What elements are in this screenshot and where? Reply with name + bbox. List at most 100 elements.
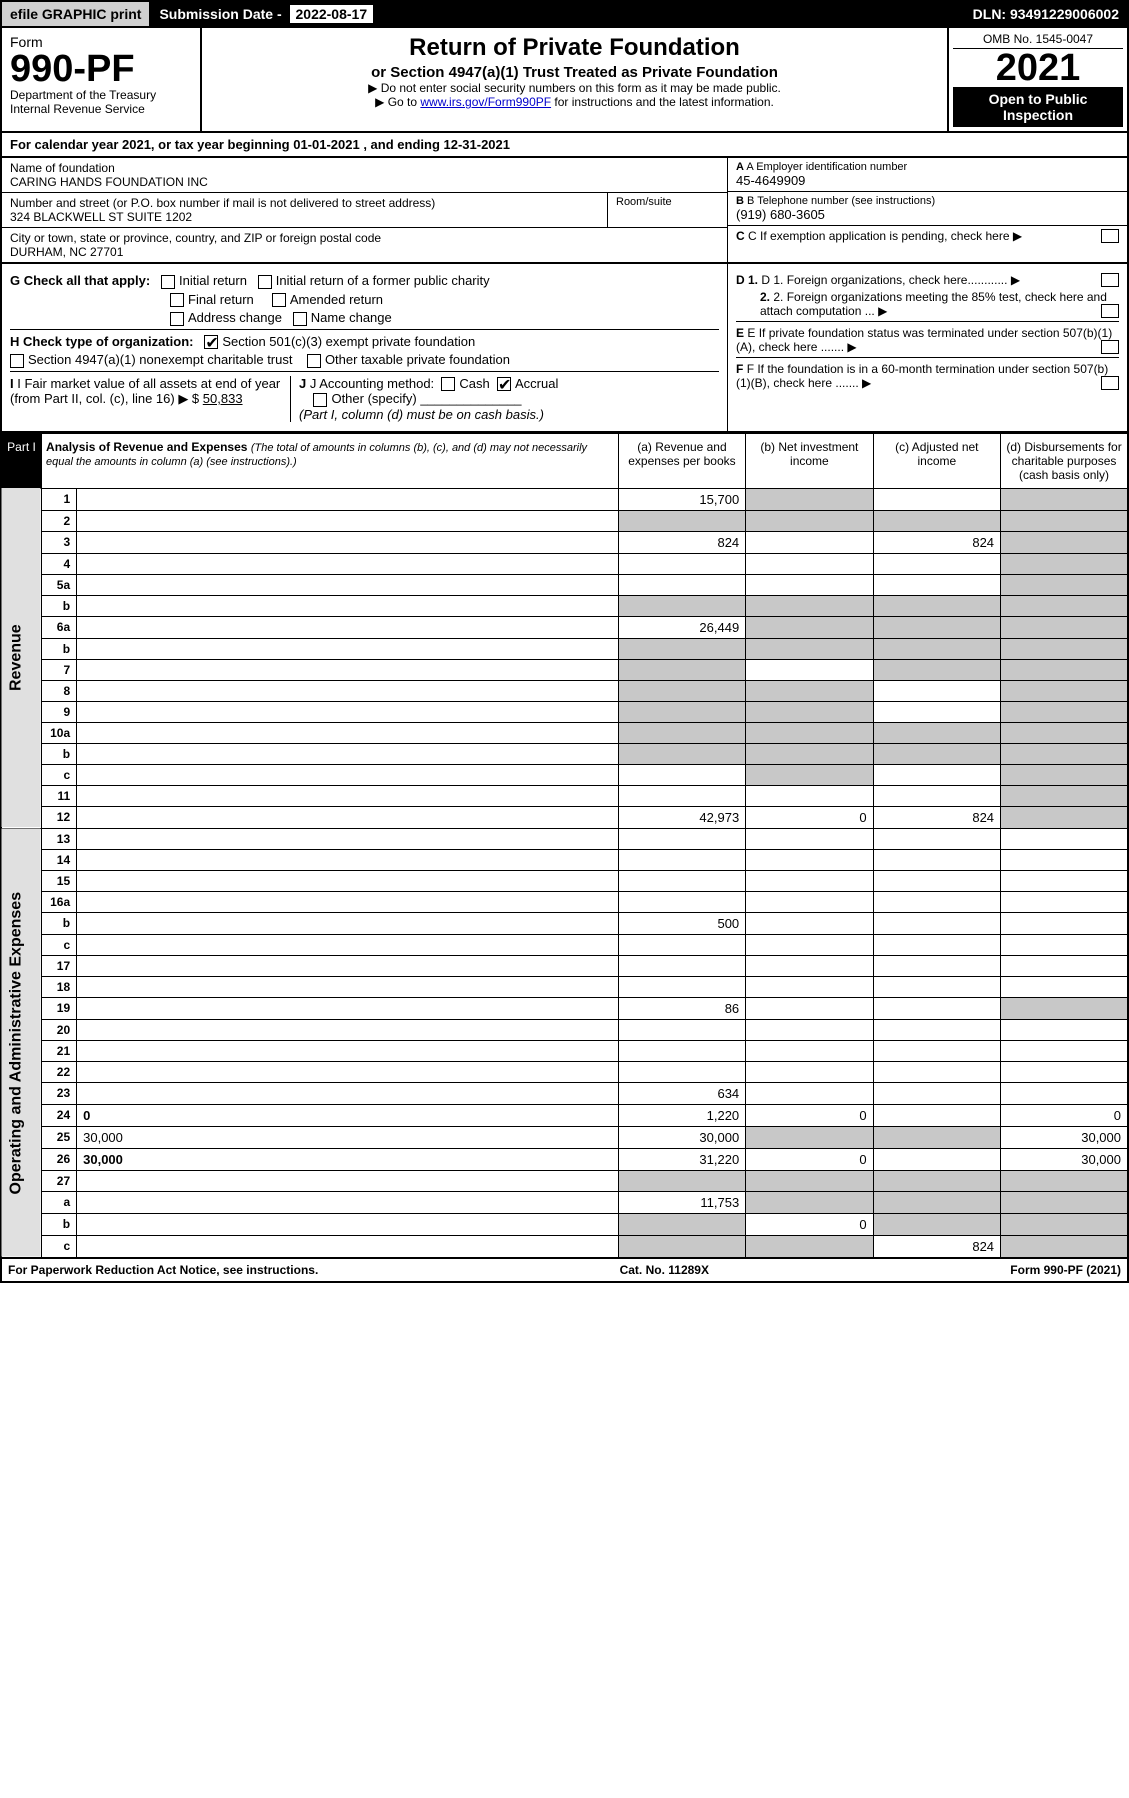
checkbox-cash[interactable] (441, 377, 455, 391)
h-label: H Check type of organization: (10, 334, 193, 349)
amount-cell (1001, 976, 1128, 997)
amount-cell: 1,220 (618, 1104, 745, 1126)
line-number: 3 (42, 531, 77, 553)
checkbox-other-taxable[interactable] (307, 354, 321, 368)
line-description (77, 934, 619, 955)
amount-cell (873, 616, 1000, 638)
checkbox-4947[interactable] (10, 354, 24, 368)
amount-cell (618, 891, 745, 912)
checkbox-amended[interactable] (272, 293, 286, 307)
amount-cell (746, 849, 873, 870)
line-description (77, 574, 619, 595)
amount-cell (746, 955, 873, 976)
table-row: 3824824 (1, 531, 1128, 553)
amount-cell (618, 785, 745, 806)
line-number: 22 (42, 1061, 77, 1082)
d2-label: 2. Foreign organizations meeting the 85%… (760, 290, 1107, 318)
amount-cell (1001, 1082, 1128, 1104)
checkbox-initial-former[interactable] (258, 275, 272, 289)
amount-cell (873, 553, 1000, 574)
table-row: c (1, 934, 1128, 955)
amount-cell (1001, 616, 1128, 638)
submission-label: Submission Date - (159, 6, 285, 22)
amount-cell (618, 976, 745, 997)
amount-cell (1001, 1019, 1128, 1040)
amount-cell (618, 510, 745, 531)
amount-cell (618, 1061, 745, 1082)
amount-cell (1001, 785, 1128, 806)
irs-link[interactable]: www.irs.gov/Form990PF (420, 95, 551, 109)
line-number: 23 (42, 1082, 77, 1104)
table-row: b0 (1, 1213, 1128, 1235)
amount-cell: 0 (746, 806, 873, 828)
amount-cell (618, 1170, 745, 1191)
line-number: 19 (42, 997, 77, 1019)
efile-button[interactable]: efile GRAPHIC print (2, 2, 151, 26)
amount-cell: 42,973 (618, 806, 745, 828)
table-row: Revenue115,700 (1, 488, 1128, 510)
amount-cell: 86 (618, 997, 745, 1019)
footer-paperwork: For Paperwork Reduction Act Notice, see … (8, 1263, 318, 1277)
checkbox-d2[interactable] (1101, 304, 1119, 318)
amount-cell (746, 976, 873, 997)
line-description (77, 1019, 619, 1040)
submission-date-value: 2022-08-17 (290, 5, 374, 23)
checkbox-501c3[interactable] (204, 335, 218, 349)
table-row: c824 (1, 1235, 1128, 1258)
checkbox-name-change[interactable] (293, 312, 307, 326)
amount-cell (873, 1191, 1000, 1213)
line-number: 20 (42, 1019, 77, 1040)
instruction-1: ▶ Do not enter social security numbers o… (210, 81, 939, 95)
amount-cell (873, 1082, 1000, 1104)
amount-cell (746, 912, 873, 934)
checkbox-address-change[interactable] (170, 312, 184, 326)
table-row: b (1, 595, 1128, 616)
amount-cell (618, 934, 745, 955)
amount-cell (1001, 912, 1128, 934)
checkbox-e[interactable] (1101, 340, 1119, 354)
dln: DLN: 93491229006002 (965, 2, 1127, 26)
amount-cell (746, 785, 873, 806)
line-description (77, 1191, 619, 1213)
amount-cell (618, 701, 745, 722)
f-label: F If the foundation is in a 60-month ter… (736, 362, 1108, 390)
checkbox-initial-return[interactable] (161, 275, 175, 289)
line-number: 12 (42, 806, 77, 828)
amount-cell (746, 997, 873, 1019)
amount-cell (746, 1019, 873, 1040)
table-row: 2 (1, 510, 1128, 531)
amount-cell (1001, 1235, 1128, 1258)
amount-cell (746, 743, 873, 764)
checkbox-f[interactable] (1101, 376, 1119, 390)
amount-cell (746, 722, 873, 743)
table-row: a11,753 (1, 1191, 1128, 1213)
checkbox-final-return[interactable] (170, 293, 184, 307)
checkbox-c[interactable] (1101, 229, 1119, 243)
amount-cell (873, 574, 1000, 595)
amount-cell (873, 743, 1000, 764)
checkbox-other-method[interactable] (313, 393, 327, 407)
amount-cell (873, 891, 1000, 912)
part1-tag: Part I (1, 433, 42, 488)
amount-cell: 824 (873, 531, 1000, 553)
part1-title: Analysis of Revenue and Expenses (46, 440, 247, 454)
checkbox-d1[interactable] (1101, 273, 1119, 287)
col-b-header: (b) Net investment income (746, 433, 873, 488)
amount-cell (1001, 488, 1128, 510)
amount-cell (873, 976, 1000, 997)
amount-cell (873, 934, 1000, 955)
amount-cell (1001, 891, 1128, 912)
amount-cell (1001, 934, 1128, 955)
checkbox-accrual[interactable] (497, 377, 511, 391)
table-row: 4 (1, 553, 1128, 574)
amount-cell (1001, 1191, 1128, 1213)
amount-cell (873, 701, 1000, 722)
amount-cell (746, 1170, 873, 1191)
name-label: Name of foundation (10, 161, 719, 175)
d1-label: D 1. Foreign organizations, check here..… (761, 273, 1007, 287)
amount-cell (618, 743, 745, 764)
amount-cell (873, 1126, 1000, 1148)
amount-cell: 500 (618, 912, 745, 934)
line-number: 11 (42, 785, 77, 806)
amount-cell (746, 1082, 873, 1104)
